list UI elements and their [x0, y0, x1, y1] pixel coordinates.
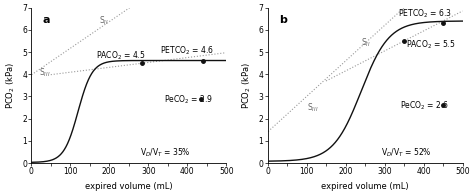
Text: b: b [279, 15, 287, 25]
Text: PETCO$_2$ = 6.3: PETCO$_2$ = 6.3 [398, 8, 452, 20]
Text: S$_{II}$: S$_{II}$ [100, 14, 109, 27]
Text: S$_{III}$: S$_{III}$ [39, 66, 51, 79]
Y-axis label: PCO$_2$ (kPa): PCO$_2$ (kPa) [240, 62, 253, 109]
Text: PACO$_2$ = 4.5: PACO$_2$ = 4.5 [96, 50, 145, 62]
Text: PACO$_2$ = 5.5: PACO$_2$ = 5.5 [406, 39, 456, 51]
Text: PeCO$_2$ = 2.6: PeCO$_2$ = 2.6 [400, 100, 449, 112]
Text: S$_{III}$: S$_{III}$ [307, 102, 318, 114]
Text: PeCO$_2$ = 2.9: PeCO$_2$ = 2.9 [164, 93, 213, 105]
Text: V$_D$/V$_T$ = 52%: V$_D$/V$_T$ = 52% [381, 146, 431, 159]
Text: S$_{II}$: S$_{II}$ [361, 36, 371, 49]
X-axis label: expired volume (mL): expired volume (mL) [85, 182, 173, 191]
Text: a: a [43, 15, 50, 25]
Y-axis label: PCO$_2$ (kPa): PCO$_2$ (kPa) [4, 62, 17, 109]
X-axis label: expired volume (mL): expired volume (mL) [321, 182, 409, 191]
Text: PETCO$_2$ = 4.6: PETCO$_2$ = 4.6 [160, 44, 214, 57]
Text: V$_D$/V$_T$ = 35%: V$_D$/V$_T$ = 35% [140, 146, 191, 159]
